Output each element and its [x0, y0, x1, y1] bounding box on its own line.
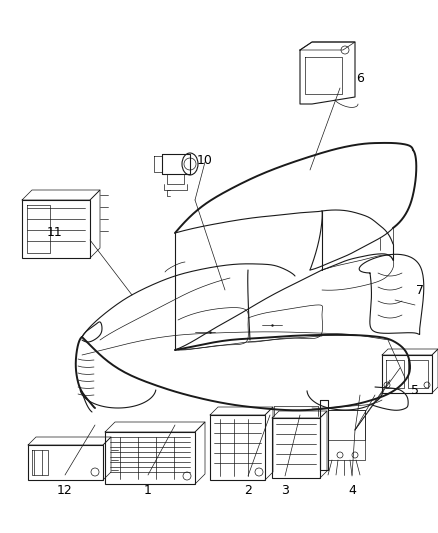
- Text: 4: 4: [348, 483, 356, 497]
- Text: 6: 6: [356, 71, 364, 85]
- Text: 11: 11: [47, 225, 63, 238]
- Text: 7: 7: [416, 284, 424, 296]
- Text: 5: 5: [411, 384, 419, 397]
- Text: 12: 12: [57, 483, 73, 497]
- Text: 2: 2: [244, 483, 252, 497]
- Text: 1: 1: [144, 483, 152, 497]
- Text: 10: 10: [197, 154, 213, 166]
- Text: 3: 3: [281, 483, 289, 497]
